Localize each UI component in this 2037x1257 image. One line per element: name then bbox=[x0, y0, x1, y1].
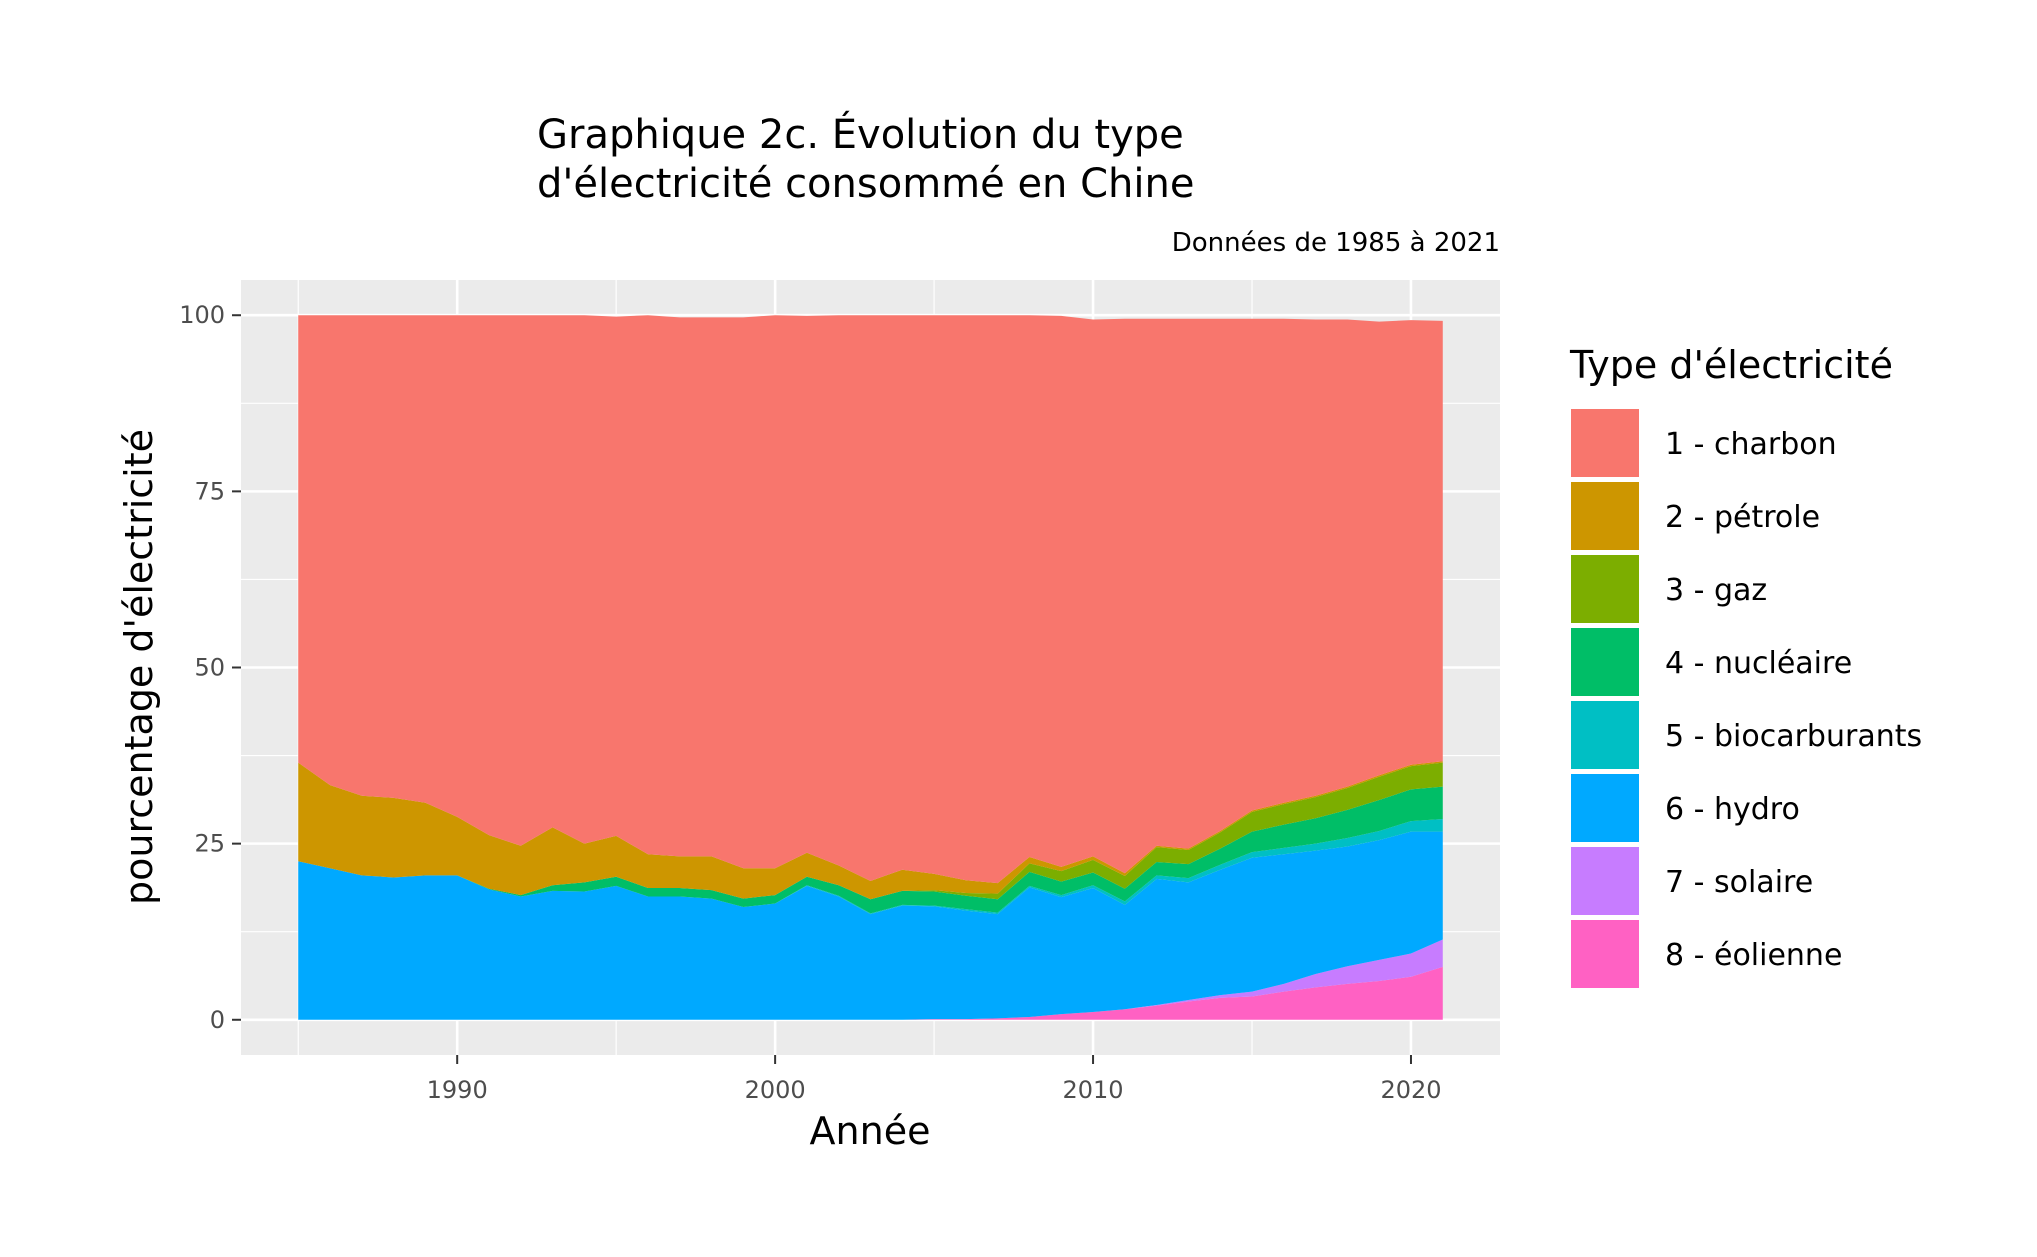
x-tick-label: 2010 bbox=[1063, 1076, 1124, 1104]
area-series-hydro bbox=[298, 831, 1443, 1020]
legend-key bbox=[1569, 772, 1641, 844]
chart-title-line1: Graphique 2c. Évolution du type bbox=[537, 110, 1184, 158]
legend-title: Type d'électricité bbox=[1569, 343, 1893, 387]
area-series-eolienne bbox=[298, 966, 1443, 1020]
legend-label: 8 - éolienne bbox=[1665, 938, 1842, 973]
legend-key bbox=[1569, 553, 1641, 625]
stacked-areas bbox=[298, 315, 1443, 1020]
axes: 0 25 50 75 100 1990 2000 2010 2020 bbox=[179, 301, 1441, 1104]
x-axis-title: Année bbox=[810, 1109, 931, 1153]
legend: Type d'électricité 1 - charbon 2 - pétrol… bbox=[1569, 343, 1922, 990]
legend-label: 7 - solaire bbox=[1665, 865, 1813, 900]
y-tick-label: 50 bbox=[194, 654, 225, 682]
area-series-petrole bbox=[298, 761, 1443, 900]
legend-label: 5 - biocarburants bbox=[1665, 719, 1922, 754]
legend-key bbox=[1569, 480, 1641, 552]
y-tick-label: 100 bbox=[179, 301, 225, 329]
x-tick-label: 1990 bbox=[427, 1076, 488, 1104]
y-tick-label: 0 bbox=[210, 1006, 225, 1034]
legend-key bbox=[1569, 699, 1641, 771]
legend-key bbox=[1569, 407, 1641, 479]
chart-title-line2: d'électricité consommé en Chine bbox=[537, 161, 1194, 207]
legend-label: 2 - pétrole bbox=[1665, 500, 1820, 535]
y-axis-title: pourcentage d'électricité bbox=[117, 429, 161, 905]
y-tick-label: 75 bbox=[194, 477, 225, 505]
x-tick-label: 2000 bbox=[745, 1076, 806, 1104]
x-tick-label: 2020 bbox=[1380, 1076, 1441, 1104]
y-tick-label: 25 bbox=[194, 830, 225, 858]
area-series-charbon bbox=[298, 315, 1443, 884]
legend-key bbox=[1569, 845, 1641, 917]
legend-label: 6 - hydro bbox=[1665, 792, 1800, 827]
chart-subtitle: Données de 1985 à 2021 bbox=[1172, 228, 1500, 258]
legend-key bbox=[1569, 918, 1641, 990]
legend-key bbox=[1569, 626, 1641, 698]
legend-label: 4 - nucléaire bbox=[1665, 646, 1852, 681]
legend-label: 1 - charbon bbox=[1665, 427, 1837, 462]
legend-label: 3 - gaz bbox=[1665, 573, 1767, 608]
